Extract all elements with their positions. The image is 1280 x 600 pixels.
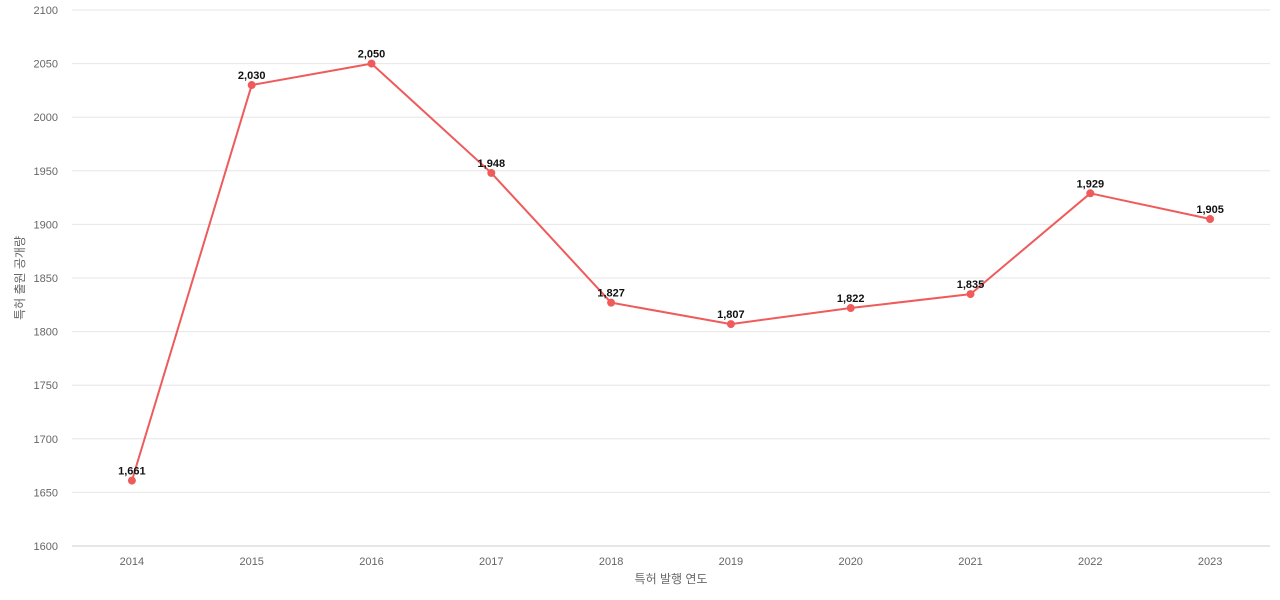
y-tick-label: 1800 [34,327,58,339]
y-tick-label: 1950 [34,166,58,178]
data-point[interactable] [247,81,256,90]
x-axis-title: 특허 발행 연도 [635,571,708,586]
x-tick-label: 2015 [239,556,263,568]
y-tick-label: 1700 [34,434,58,446]
x-tick-label: 2017 [479,556,503,568]
data-label: 1,807 [717,309,745,321]
data-label-layer: 1,661 2,030 2,050 1,948 1,827 1,807 1,822 1,835… [118,49,1224,478]
y-tick-label: 2050 [34,59,58,71]
data-label: 1,948 [478,158,506,170]
data-point[interactable] [726,320,735,329]
y-tick-label: 2100 [34,5,58,17]
data-point[interactable] [1206,215,1215,224]
x-tick-label: 2016 [359,556,383,568]
x-tick-label: 2023 [1198,556,1222,568]
data-label: 2,050 [358,49,386,61]
y-tick-label: 1900 [34,219,58,231]
point-layer [127,59,1215,485]
data-label: 1,827 [597,288,625,300]
y-tick-labels: 1600 1650 1700 1750 1800 1850 1900 1950 2000 2050… [34,5,58,553]
data-label: 1,905 [1196,204,1224,216]
data-label: 2,030 [238,70,266,82]
series-layer [130,62,1211,481]
x-tick-label: 2014 [120,556,144,568]
y-tick-label: 1850 [34,273,58,285]
data-label: 1,835 [957,279,985,291]
x-tick-label: 2022 [1078,556,1102,568]
data-point[interactable] [367,59,376,68]
data-point[interactable] [966,290,975,299]
data-point[interactable] [607,298,616,307]
y-tick-label: 1650 [34,487,58,499]
x-tick-label: 2018 [599,556,623,568]
x-tick-labels: 2014 2015 2016 2017 2018 2019 2020 2021 2022 2023 [120,556,1223,568]
data-point[interactable] [487,168,496,177]
data-label: 1,822 [837,293,865,305]
data-point[interactable] [846,304,855,313]
x-tick-label: 2020 [838,556,862,568]
data-point[interactable] [127,476,136,485]
data-point[interactable] [1086,189,1095,198]
x-tick-label: 2019 [719,556,743,568]
y-tick-label: 2000 [34,112,58,124]
data-label: 1,661 [118,466,146,478]
series-line [130,62,1211,481]
grid-layer [72,9,1270,547]
data-label: 1,929 [1077,178,1105,190]
y-axis-title: 특허 출원 공개량 [13,236,27,320]
y-tick-label: 1600 [34,541,58,553]
x-tick-label: 2021 [958,556,982,568]
y-tick-label: 1750 [34,380,58,392]
